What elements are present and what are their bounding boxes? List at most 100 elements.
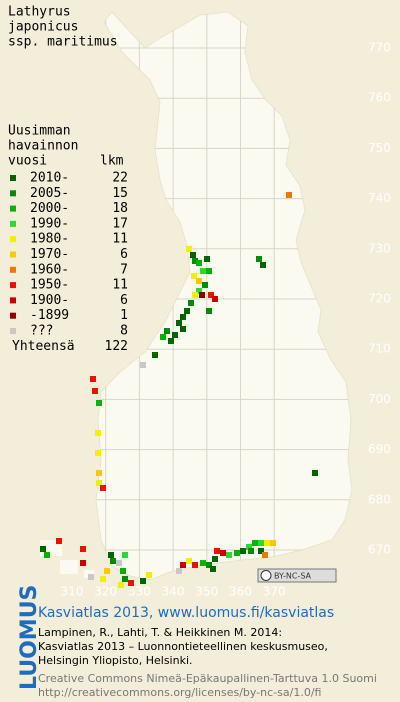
- title-line: Lathyrus: [8, 5, 71, 20]
- record: [206, 562, 212, 568]
- record: [146, 572, 152, 578]
- cc-box: [257, 568, 337, 583]
- license: http://creativecommons.org/licenses/by-n…: [38, 686, 321, 699]
- record: [200, 560, 206, 566]
- easting-label: 340: [162, 585, 185, 599]
- brand: LUOMUS: [17, 585, 42, 690]
- record: [140, 578, 146, 584]
- record: [88, 574, 94, 580]
- legend-count: 6: [120, 247, 128, 262]
- record: [212, 556, 218, 562]
- northing-label: 670: [368, 543, 391, 557]
- record: [96, 470, 102, 476]
- record: [122, 576, 128, 582]
- citation: Helsingin Yliopisto, Helsinki.: [38, 654, 193, 667]
- record: [180, 314, 186, 320]
- record: [164, 328, 170, 334]
- record: [186, 246, 192, 252]
- record: [172, 332, 178, 338]
- record: [204, 256, 210, 262]
- record: [212, 296, 218, 302]
- record: [264, 540, 270, 546]
- cc-badge: BY-NC-SA: [257, 568, 337, 583]
- record: [80, 560, 86, 566]
- legend-count: 18: [112, 201, 128, 216]
- record: [90, 376, 96, 382]
- legend-count: 15: [112, 186, 128, 201]
- legend-swatch: [10, 220, 16, 227]
- cc-text: BY-NC-SA: [274, 572, 312, 581]
- easting-label: 320: [94, 585, 117, 599]
- record: [180, 562, 186, 568]
- legend-total-label: Yhteensä: [12, 339, 75, 354]
- legend-swatch: [10, 282, 16, 289]
- record: [120, 568, 126, 574]
- record: [206, 268, 212, 274]
- license: Creative Commons Nimeä-Epäkaupallinen-Ta…: [38, 672, 377, 685]
- record: [286, 192, 292, 198]
- legend-count: 1: [120, 308, 128, 323]
- record: [80, 546, 86, 552]
- title-line: japonicus: [8, 20, 78, 35]
- legend-swatch: [10, 251, 16, 258]
- northing-label: 700: [368, 392, 391, 406]
- legend-label: 1980-: [30, 232, 69, 247]
- record: [191, 273, 197, 279]
- northing-label: 680: [368, 492, 391, 506]
- record: [226, 552, 232, 558]
- easting-label: 350: [195, 585, 218, 599]
- easting-label: 330: [128, 585, 151, 599]
- northing-label: 710: [368, 342, 391, 356]
- legend-heading: Uusimman: [8, 124, 71, 139]
- legend-swatch: [10, 312, 16, 319]
- record: [206, 308, 212, 314]
- northing-label: 740: [368, 191, 391, 205]
- legend-label: ???: [30, 324, 53, 339]
- legend-heading: havainnon: [8, 139, 78, 154]
- record: [196, 288, 202, 294]
- northing-label: 720: [368, 292, 391, 306]
- record: [256, 256, 262, 262]
- legend-swatch: [10, 190, 16, 197]
- easting-label: 370: [263, 585, 286, 599]
- record: [246, 544, 252, 550]
- northing-label: 750: [368, 141, 391, 155]
- footer-heading: Kasviatlas 2013, www.luomus.fi/kasviatla…: [38, 605, 334, 621]
- northing-label: 690: [368, 442, 391, 456]
- record: [104, 568, 110, 574]
- record: [108, 552, 114, 558]
- record: [192, 562, 198, 568]
- record: [188, 300, 194, 306]
- legend-label: 1970-: [30, 247, 69, 262]
- record: [258, 548, 264, 554]
- legend-col: vuosi: [8, 154, 47, 169]
- legend-label: 2010-: [30, 171, 69, 186]
- record: [96, 480, 102, 486]
- record: [192, 258, 198, 264]
- record: [270, 540, 276, 546]
- record: [180, 326, 186, 332]
- record: [96, 400, 102, 406]
- record: [210, 566, 216, 572]
- record: [110, 558, 116, 564]
- record: [258, 540, 264, 546]
- legend-label: 1950-: [30, 278, 69, 293]
- legend-swatch: [10, 205, 16, 212]
- legend-count: 22: [112, 171, 128, 186]
- aland-islands: [40, 540, 94, 578]
- record: [152, 352, 158, 358]
- legend-swatch: [10, 236, 16, 243]
- legend-count: 11: [112, 232, 128, 247]
- cc-icon: [260, 570, 272, 581]
- legend-label: 1900-: [30, 293, 69, 308]
- record: [240, 548, 246, 554]
- record: [116, 560, 122, 566]
- record: [122, 552, 128, 558]
- record: [196, 278, 202, 284]
- northing-label: 760: [368, 91, 391, 105]
- record: [196, 260, 202, 266]
- legend-swatch: [10, 266, 16, 273]
- record: [40, 546, 46, 552]
- record: [128, 580, 134, 586]
